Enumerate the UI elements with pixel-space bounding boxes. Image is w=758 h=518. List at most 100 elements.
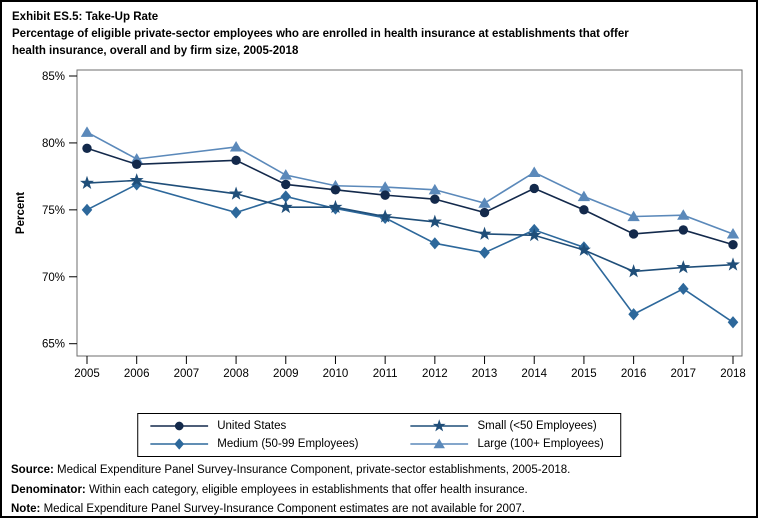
series-marker-united-states-icon: [579, 205, 589, 215]
y-tick-label: 65%: [42, 339, 65, 351]
series-marker-large-100-employees-icon: [677, 209, 690, 220]
series-marker-medium-50-99-employees-icon: [280, 190, 292, 203]
legend-item-large-100-employees: Large (100+ Employees): [410, 435, 604, 452]
series-marker-large-100-employees-icon: [627, 210, 640, 222]
chart-subtitle-line-1: Percentage of eligible private-sector em…: [12, 28, 629, 40]
series-marker-medium-50-99-employees-icon: [479, 246, 490, 259]
footnote-text: Within each category, eligible employees…: [85, 483, 528, 496]
series-marker-united-states-icon: [479, 207, 490, 218]
series-marker-small-50-employees-icon: [378, 209, 393, 223]
x-tick-label: 2013: [472, 368, 498, 380]
footnote-denominator: Denominator: Within each category, eligi…: [11, 481, 750, 501]
footnote-label: Denominator:: [11, 483, 86, 496]
footnote-source: Source: Medical Expenditure Panel Survey…: [11, 461, 750, 481]
legend-marker-star-icon: [410, 418, 469, 431]
x-tick-label: 2015: [571, 368, 597, 380]
x-tick-label: 2010: [323, 368, 349, 380]
series-marker-large-100-employees-icon: [229, 141, 243, 152]
legend-item-small-50-employees: Small (<50 Employees): [410, 417, 604, 434]
x-tick-label: 2006: [124, 368, 150, 380]
series-marker-united-states-icon: [728, 239, 738, 250]
series-marker-united-states-icon: [131, 159, 142, 170]
series-marker-large-100-employees-icon: [577, 190, 591, 202]
series-marker-medium-50-99-employees-icon: [131, 178, 142, 191]
series-marker-small-50-employees-icon: [80, 175, 94, 189]
x-tick-label: 2018: [720, 368, 746, 380]
takeup-rate-chart: 85% 80% 75% 70% 65% 2005 2006 2007 2008 2009 2010 2…: [15, 69, 746, 380]
series-marker-large-100-employees-icon: [726, 228, 740, 239]
x-tick-label: 2014: [521, 368, 547, 380]
legend-item-medium-50-99-employees: Medium (50-99 Employees): [150, 435, 359, 452]
y-tick-label: 80%: [42, 138, 65, 150]
legend-item-united-states: United States: [150, 417, 358, 434]
title-block: Exhibit ES.5: Take-Up Rate Percentage of…: [12, 9, 750, 60]
series-marker-large-100-employees-icon: [428, 183, 442, 195]
x-tick-label: 2012: [422, 368, 448, 380]
series-marker-united-states-icon: [281, 179, 291, 190]
series-marker-united-states-icon: [678, 225, 689, 235]
y-tick-label: 70%: [42, 272, 65, 284]
y-axis-title: Percent: [15, 192, 27, 234]
chart-subtitle-line-2: health insurance, overall and by firm si…: [12, 45, 299, 57]
x-tick-label: 2008: [223, 368, 249, 380]
footnote-label: Source:: [11, 464, 54, 476]
series-marker-large-100-employees-icon: [378, 181, 392, 192]
legend-glyph: [174, 437, 185, 450]
x-tick-label: 2005: [74, 368, 100, 380]
chart-legend: United States Small (<50 Employees) Medium…: [137, 413, 621, 457]
series-marker-medium-50-99-employees-icon: [230, 206, 242, 219]
x-tick-label: 2016: [621, 368, 647, 380]
footnote-note: Note: Medical Expenditure Panel Survey-I…: [11, 500, 750, 516]
series-marker-large-100-employees-icon: [80, 126, 94, 137]
series-marker-large-100-employees-icon: [279, 169, 292, 180]
footnote-text: Medical Expenditure Panel Survey-Insuran…: [40, 503, 525, 515]
legend-label: Medium (50-99 Employees): [217, 437, 359, 450]
series-marker-small-50-employees-icon: [229, 186, 244, 200]
series-marker-medium-50-99-employees-icon: [628, 308, 639, 321]
legend-glyph: [174, 421, 184, 430]
legend-label: Small (<50 Employees): [477, 419, 597, 432]
y-tick-label: 75%: [42, 205, 65, 217]
series-line-medium-50-99-employees: [86, 183, 734, 323]
series-marker-united-states-icon: [330, 185, 341, 195]
series-marker-united-states-icon: [380, 190, 390, 200]
footnotes: Source: Medical Expenditure Panel Survey…: [11, 461, 750, 516]
series-marker-medium-50-99-employees-icon: [81, 203, 93, 216]
legend-label: Large (100+ Employees): [477, 437, 604, 450]
series-marker-united-states-icon: [628, 229, 639, 239]
series-marker-small-50-employees-icon: [328, 199, 343, 214]
series-marker-small-50-employees-icon: [626, 264, 641, 278]
footnote-label: Note:: [11, 503, 41, 515]
footnote-text: Medical Expenditure Panel Survey-Insuran…: [53, 464, 571, 476]
series-marker-small-50-employees-icon: [676, 260, 691, 274]
series-marker-united-states-icon: [430, 194, 440, 204]
x-tick-label: 2007: [174, 368, 200, 380]
series-marker-small-50-employees-icon: [726, 257, 740, 271]
legend-marker-circle-icon: [150, 421, 209, 430]
series-marker-small-50-employees-icon: [527, 227, 542, 242]
legend-glyph: [433, 418, 446, 431]
legend-marker-diamond-icon: [150, 437, 209, 450]
series-marker-small-50-employees-icon: [427, 214, 442, 228]
series-marker-medium-50-99-employees-icon: [678, 282, 689, 295]
x-tick-label: 2009: [273, 368, 299, 380]
legend-label: United States: [217, 419, 287, 432]
plot-border: [76, 69, 743, 357]
series-marker-united-states-icon: [529, 183, 539, 194]
series-marker-small-50-employees-icon: [477, 226, 492, 240]
series-marker-medium-50-99-employees-icon: [727, 316, 739, 329]
x-tick-label: 2011: [373, 368, 398, 380]
series-marker-medium-50-99-employees-icon: [429, 237, 441, 250]
series-marker-small-50-employees-icon: [576, 242, 591, 256]
legend-glyph: [433, 438, 446, 448]
series-line-small-50-employees: [86, 179, 734, 273]
exhibit-title: Exhibit ES.5: Take-Up Rate: [12, 11, 159, 23]
series-marker-small-50-employees-icon: [278, 199, 293, 214]
series-marker-small-50-employees-icon: [129, 173, 144, 187]
legend-marker-triangle-icon: [410, 438, 469, 448]
x-tick-label: 2017: [671, 368, 697, 380]
series-marker-large-100-employees-icon: [478, 197, 491, 208]
series-marker-united-states-icon: [231, 155, 241, 166]
y-tick-label: 85%: [42, 71, 65, 83]
